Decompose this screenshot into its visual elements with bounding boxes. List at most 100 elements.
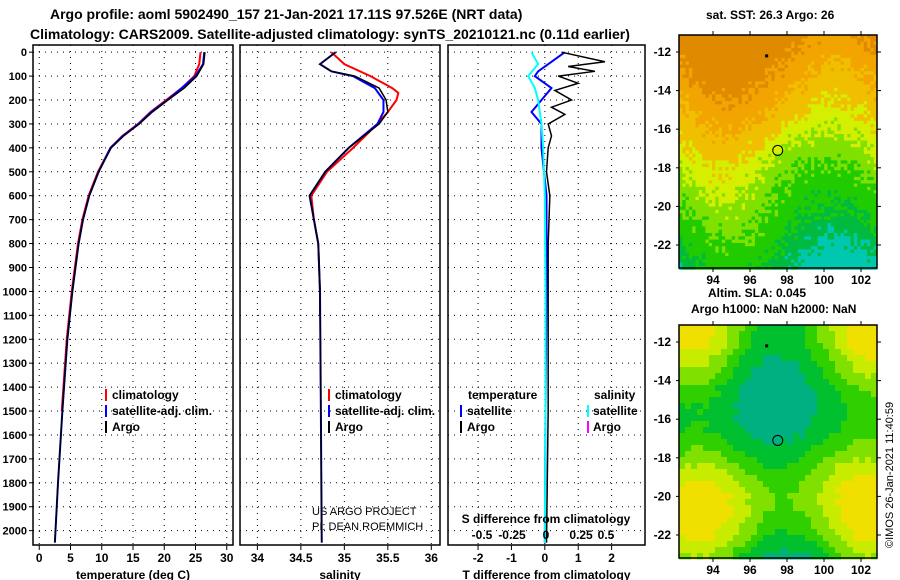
map-cell bbox=[830, 259, 835, 264]
map-cell bbox=[797, 160, 802, 165]
map-cell bbox=[791, 104, 795, 109]
map-cell bbox=[817, 262, 822, 267]
map-cell bbox=[735, 236, 739, 241]
map-cell bbox=[698, 160, 703, 165]
map-cell bbox=[797, 200, 802, 204]
map-cell bbox=[741, 223, 746, 227]
map-cell bbox=[751, 107, 756, 112]
map-cell bbox=[797, 153, 802, 158]
map-cell bbox=[708, 242, 713, 247]
map-cell bbox=[784, 51, 789, 56]
map-cell bbox=[715, 41, 720, 46]
map-cell bbox=[688, 259, 693, 264]
map-cell bbox=[794, 256, 799, 260]
map-cell bbox=[804, 190, 809, 194]
map-cell bbox=[817, 226, 822, 231]
map-cell bbox=[712, 51, 716, 56]
map-cell bbox=[873, 226, 878, 231]
map-cell bbox=[801, 134, 805, 138]
map-cell bbox=[688, 163, 693, 168]
map-cell bbox=[682, 249, 687, 254]
map-cell bbox=[715, 134, 720, 138]
map-cell bbox=[745, 216, 749, 221]
map-cell bbox=[787, 252, 792, 257]
map-cell bbox=[698, 262, 703, 267]
map-cell bbox=[791, 44, 795, 49]
map-cell bbox=[764, 213, 769, 217]
map-cell bbox=[682, 196, 687, 201]
map-cell bbox=[764, 114, 769, 118]
map-cell bbox=[741, 216, 746, 221]
map-cell bbox=[721, 110, 726, 115]
map-cell bbox=[725, 104, 729, 109]
map-cell bbox=[721, 180, 726, 184]
map-cell bbox=[695, 51, 700, 56]
map-cell bbox=[712, 130, 716, 135]
map-cell bbox=[847, 140, 852, 145]
map-cell bbox=[827, 147, 832, 151]
map-cell bbox=[771, 77, 776, 82]
map-cell bbox=[834, 157, 838, 161]
map-cell bbox=[697, 373, 704, 380]
map-cell bbox=[775, 403, 782, 410]
map-cell bbox=[827, 150, 832, 155]
map-cell bbox=[804, 134, 809, 138]
map-cell bbox=[827, 183, 832, 188]
map-cell bbox=[778, 249, 782, 254]
map-cell bbox=[867, 160, 871, 165]
map-cell bbox=[853, 54, 858, 59]
map-cell bbox=[688, 242, 693, 247]
map-cell bbox=[834, 51, 838, 56]
map-cell bbox=[698, 163, 703, 168]
map-cell bbox=[850, 41, 855, 46]
map-cell bbox=[702, 157, 706, 161]
map-cell bbox=[793, 409, 800, 416]
map-cell bbox=[873, 107, 878, 112]
map-cell bbox=[738, 200, 743, 204]
map-cell bbox=[715, 87, 720, 92]
map-cell bbox=[797, 74, 802, 79]
map-cell bbox=[769, 337, 776, 344]
map-cell bbox=[801, 256, 805, 260]
map-cell bbox=[824, 94, 828, 99]
map-cell bbox=[688, 209, 693, 214]
map-cell bbox=[841, 391, 848, 398]
map-cell bbox=[811, 213, 815, 217]
map-cell bbox=[758, 216, 762, 221]
map-cell bbox=[791, 84, 795, 89]
map-cell bbox=[771, 140, 776, 145]
map-cell bbox=[824, 127, 828, 132]
map-cell bbox=[827, 193, 832, 198]
map-cell bbox=[847, 163, 852, 168]
map-cell bbox=[708, 38, 713, 43]
map-cell bbox=[834, 226, 838, 231]
map-cell bbox=[820, 124, 825, 128]
map-cell bbox=[860, 110, 865, 115]
map-cell bbox=[688, 226, 693, 231]
map-cell bbox=[830, 226, 835, 231]
map-cell bbox=[688, 252, 693, 257]
map-cell bbox=[850, 196, 855, 201]
map-cell bbox=[804, 64, 809, 69]
map-cell bbox=[685, 134, 690, 138]
map-cell bbox=[781, 367, 788, 374]
map-cell bbox=[859, 343, 866, 350]
map-cell bbox=[702, 163, 706, 168]
map-cell bbox=[801, 107, 805, 112]
map-cell bbox=[728, 147, 733, 151]
map-cell bbox=[702, 252, 706, 257]
map-cell bbox=[771, 71, 776, 76]
map-cell bbox=[834, 48, 838, 52]
map-cell bbox=[679, 87, 683, 92]
map-cell bbox=[840, 44, 845, 49]
map-cell bbox=[871, 343, 878, 350]
map-cell bbox=[692, 38, 696, 43]
map-cell bbox=[835, 403, 842, 410]
map-cell bbox=[787, 61, 792, 66]
map-cell bbox=[830, 147, 835, 151]
map-cell bbox=[857, 81, 861, 85]
map-cell bbox=[705, 193, 710, 198]
map-cell bbox=[745, 206, 749, 211]
map-cell bbox=[745, 160, 749, 165]
map-cell bbox=[840, 193, 845, 198]
